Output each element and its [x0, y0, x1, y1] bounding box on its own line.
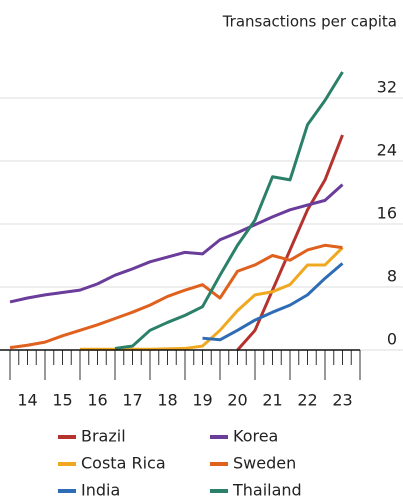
x-tick-label: 16 — [87, 391, 107, 410]
series-line — [9, 183, 344, 304]
y-tick-label: 16 — [377, 204, 397, 223]
y-tick-label: 8 — [387, 267, 397, 286]
y-tick-label: 24 — [377, 141, 397, 160]
legend-label: Thailand — [232, 481, 302, 499]
x-tick-label: 17 — [122, 391, 142, 410]
series-line — [236, 134, 344, 351]
y-tick-label: 0 — [387, 330, 397, 349]
legend-label: Sweden — [233, 454, 296, 473]
legend-label: Brazil — [81, 427, 126, 446]
x-tick-label: 14 — [17, 391, 37, 410]
x-tick-label: 20 — [227, 391, 247, 410]
x-tick-label: 23 — [332, 391, 352, 410]
x-tick-label: 22 — [297, 391, 317, 410]
x-tick-label: 21 — [262, 391, 282, 410]
series-line — [114, 71, 344, 350]
legend-label: Costa Rica — [81, 454, 166, 473]
x-tick-label: 18 — [157, 391, 177, 410]
x-tick-label: 19 — [192, 391, 212, 410]
series-line — [9, 243, 343, 350]
series-line — [202, 262, 344, 342]
y-tick-label: 32 — [377, 78, 397, 97]
x-tick-label: 15 — [52, 391, 72, 410]
y-axis-label: Transactions per capita — [222, 13, 397, 31]
legend-label: India — [81, 481, 120, 499]
legend-label: Korea — [233, 427, 278, 446]
